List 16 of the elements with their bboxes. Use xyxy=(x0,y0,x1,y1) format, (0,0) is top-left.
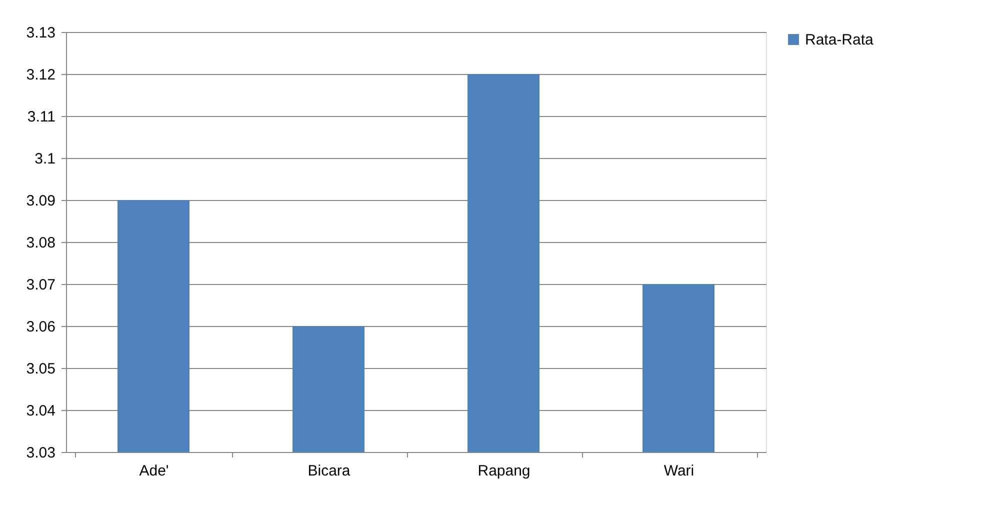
x-tick-label: Wari xyxy=(664,462,694,480)
x-tick-label: Rapang xyxy=(478,462,530,480)
y-tick-label: 3.03 xyxy=(26,444,56,462)
y-tick-label: 3.08 xyxy=(26,234,56,252)
y-tick-label: 3.05 xyxy=(26,360,56,378)
y-tick-label: 3.09 xyxy=(26,192,56,210)
x-tick-label: Bicara xyxy=(308,462,351,480)
y-tick-label: 3.04 xyxy=(26,402,56,420)
y-tick-label: 3.07 xyxy=(26,276,56,294)
legend-label: Rata-Rata xyxy=(805,32,874,48)
y-tick-label: 3.13 xyxy=(26,24,56,42)
y-tick-label: 3.12 xyxy=(26,66,56,84)
y-tick-label: 3.11 xyxy=(27,108,56,126)
x-tick-label: Ade' xyxy=(139,462,169,480)
y-tick-label: 3.1 xyxy=(34,150,56,168)
y-tick-label: 3.06 xyxy=(26,318,56,336)
